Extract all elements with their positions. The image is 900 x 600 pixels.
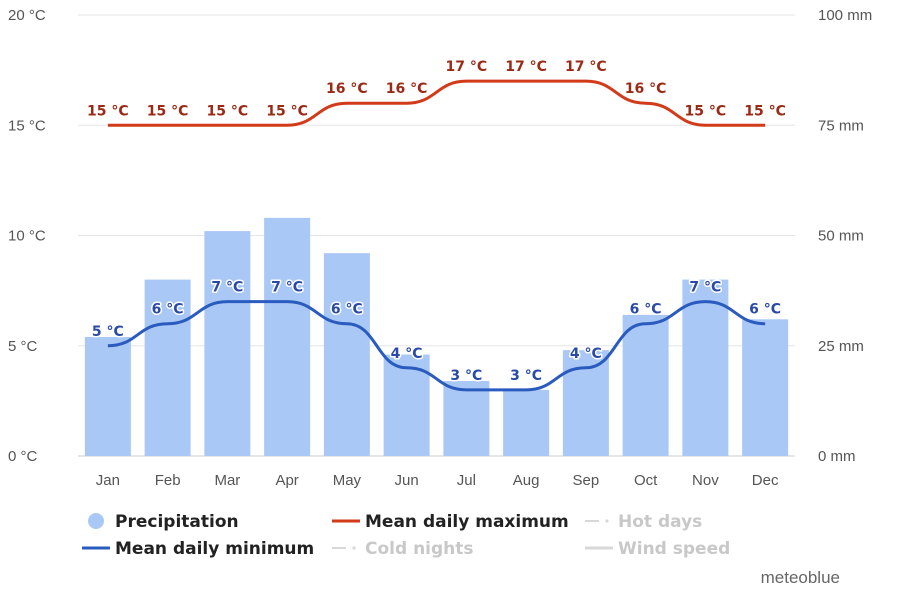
precipitation-bar: [264, 217, 311, 456]
min-temp-data-label: 5 °C: [92, 324, 124, 340]
precipitation-bar: [84, 336, 131, 456]
credit-text: meteoblue: [760, 568, 840, 587]
x-tick-label: Apr: [275, 472, 298, 489]
max-temp-data-label: 17 °C: [446, 59, 488, 75]
min-temp-data-label: 6 °C: [152, 302, 184, 318]
min-temp-line: [107, 300, 766, 392]
precipitation-bar: [323, 253, 370, 456]
max-temp-data-label: 16 °C: [625, 81, 667, 97]
precipitation-bar: [443, 381, 490, 456]
min-temp-data-label: 6 °C: [749, 302, 781, 318]
max-temp-data-label: 15 °C: [147, 103, 189, 119]
precipitation-bar: [742, 319, 789, 456]
legend-dot-icon: [605, 519, 609, 523]
legend-label: Cold nights: [365, 539, 474, 559]
max-temp-line: [107, 79, 766, 127]
max-temp-data-label: 15 °C: [685, 103, 727, 119]
min-temp-data-label: 3 °C: [450, 368, 482, 384]
y-left-tick-label: 10 °C: [8, 228, 46, 245]
legend-label: Hot days: [618, 512, 702, 532]
precipitation-bar: [503, 389, 550, 456]
min-temp-data-label: 7 °C: [689, 280, 721, 296]
max-temp-data-label: 17 °C: [565, 59, 607, 75]
x-tick-label: May: [333, 472, 362, 489]
max-temp-data-label: 15 °C: [207, 103, 249, 119]
x-tick-label: Oct: [634, 472, 658, 489]
max-temp-data-label: 15 °C: [87, 103, 129, 119]
y-left-tick-label: 20 °C: [8, 7, 46, 24]
y-right-tick-label: 25 mm: [818, 338, 864, 355]
x-tick-label: Mar: [214, 472, 240, 489]
x-tick-label: Sep: [573, 472, 600, 489]
max-temp-data-label: 17 °C: [505, 59, 547, 75]
x-tick-label: Jul: [457, 472, 476, 489]
precipitation-bar: [622, 314, 669, 456]
x-tick-label: Jun: [395, 472, 419, 489]
max-temp-data-label: 15 °C: [266, 103, 308, 119]
legend-label: Mean daily maximum: [365, 512, 569, 532]
y-right-tick-label: 75 mm: [818, 117, 864, 134]
y-left-tick-label: 5 °C: [8, 338, 38, 355]
y-left-tick-label: 0 °C: [8, 448, 38, 465]
min-temp-data-label: 7 °C: [211, 280, 243, 296]
y-right-tick-label: 100 mm: [818, 7, 872, 24]
y-left-tick-label: 15 °C: [8, 117, 46, 134]
min-temp-data-label: 4 °C: [391, 346, 423, 362]
precipitation-bar: [562, 350, 609, 456]
min-temp-data-label: 3 °C: [510, 368, 542, 384]
x-tick-label: Nov: [692, 472, 719, 489]
legend-precipitation-icon: [88, 513, 104, 529]
y-right-tick-label: 0 mm: [818, 448, 856, 465]
legend-label: Mean daily minimum: [115, 539, 314, 559]
x-tick-label: Feb: [155, 472, 181, 489]
min-temp-data-label: 4 °C: [570, 346, 602, 362]
precipitation-bar: [144, 279, 191, 456]
precipitation-bar: [204, 231, 251, 456]
x-tick-label: Dec: [752, 472, 779, 489]
min-temp-data-label: 6 °C: [630, 302, 662, 318]
max-temp-data-label: 15 °C: [744, 103, 786, 119]
precipitation-bar: [682, 279, 729, 456]
legend-dot-icon: [352, 546, 356, 550]
max-temp-data-label: 16 °C: [326, 81, 368, 97]
x-tick-label: Jan: [96, 472, 120, 489]
min-temp-data-label: 6 °C: [331, 302, 363, 318]
x-tick-label: Aug: [513, 472, 540, 489]
min-temp-data-label: 7 °C: [271, 280, 303, 296]
max-temp-data-label: 16 °C: [386, 81, 428, 97]
legend-label: Precipitation: [115, 512, 239, 532]
legend-label: Wind speed: [618, 539, 730, 559]
y-right-tick-label: 50 mm: [818, 228, 864, 245]
